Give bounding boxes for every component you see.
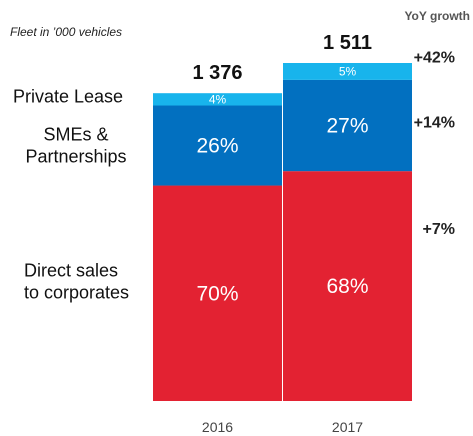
bar-segment-2016-2	[153, 93, 282, 106]
bars-group	[153, 63, 412, 401]
labels-group: 70% 26% 4% 1 376 2016 68% 27% 5% 1 511 2017 Direct…	[13, 32, 455, 435]
bar-segment-2017-0	[283, 171, 412, 401]
bar-total-2016: 1 376	[192, 62, 242, 84]
series-label-0-line-1: to corporates	[24, 282, 129, 302]
series-label-1-line-0: SMEs &	[43, 125, 108, 145]
segment-label-2017-1: 27%	[326, 115, 368, 138]
x-tick-2016: 2016	[202, 419, 233, 435]
segment-label-2016-1: 26%	[196, 135, 238, 158]
bar-segment-2017-1	[283, 79, 412, 172]
bar-segment-2016-1	[153, 105, 282, 186]
series-label-1-line-1: Partnerships	[25, 147, 126, 167]
bar-segment-2016-0	[153, 185, 282, 401]
segment-label-2017-0: 68%	[326, 275, 368, 298]
x-tick-2017: 2017	[332, 419, 363, 435]
segment-label-2016-2: 4%	[209, 92, 227, 106]
series-label-0-line-0: Direct sales	[24, 260, 118, 280]
bar-segment-2017-2	[283, 63, 412, 80]
segment-label-2016-0: 70%	[196, 282, 238, 305]
yoy-growth-header: YoY growth	[404, 9, 470, 23]
yoy-growth-2: +42%	[414, 49, 455, 66]
chart-subtitle: Fleet in ’000 vehicles	[10, 25, 122, 39]
yoy-growth-0: +7%	[423, 221, 455, 238]
segment-label-2017-2: 5%	[339, 64, 357, 78]
bar-total-2017: 1 511	[323, 32, 372, 54]
yoy-growth-1: +14%	[414, 115, 455, 132]
series-label-2-line-0: Private Lease	[13, 86, 123, 106]
